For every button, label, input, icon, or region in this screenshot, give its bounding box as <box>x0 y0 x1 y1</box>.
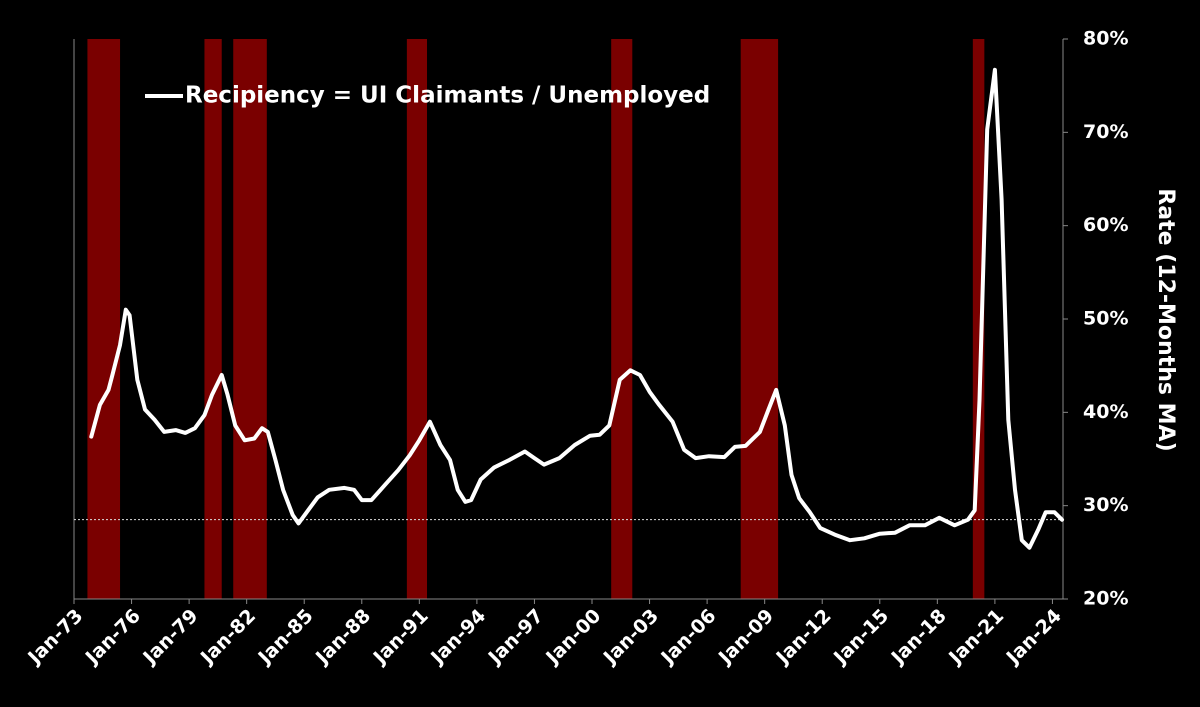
y-tick-label: 30% <box>1083 494 1128 516</box>
legend-label: Recipiency = UI Claimants / Unemployed <box>185 83 710 109</box>
x-tick-label: Jan-85 <box>253 605 318 670</box>
x-tick-label: Jan-73 <box>23 605 88 670</box>
x-tick-label: Jan-12 <box>771 605 836 670</box>
x-tick-label: Jan-91 <box>368 605 433 670</box>
y-tick-label: 50% <box>1083 308 1128 330</box>
recession-band <box>611 39 633 599</box>
x-tick-label: Jan-06 <box>656 605 721 670</box>
x-tick-label: Jan-94 <box>425 605 490 670</box>
recession-band <box>740 39 779 599</box>
x-tick-label: Jan-15 <box>828 605 893 670</box>
x-tick-label: Jan-88 <box>310 605 375 670</box>
x-tick-label: Jan-21 <box>943 605 1008 670</box>
x-tick-label: Jan-79 <box>138 605 203 670</box>
recession-band <box>406 39 428 599</box>
recession-band <box>87 39 121 599</box>
y-tick-label: 20% <box>1083 588 1128 610</box>
x-tick-label: Jan-03 <box>598 605 663 670</box>
data-line <box>89 67 1064 550</box>
x-tick-label: Jan-76 <box>80 605 145 670</box>
x-tick-label: Jan-18 <box>886 605 951 670</box>
x-tick-label: Jan-24 <box>1001 605 1066 670</box>
recession-band <box>204 39 222 599</box>
x-tick-label: Jan-97 <box>483 605 548 670</box>
y-tick-label: 60% <box>1083 214 1128 236</box>
y-tick-label: 80% <box>1083 28 1128 50</box>
x-tick-label: Jan-82 <box>195 605 260 670</box>
y-tick-label: 70% <box>1083 121 1128 143</box>
x-tick-label: Jan-09 <box>713 605 778 670</box>
recession-band <box>972 39 985 599</box>
recession-band <box>233 39 267 599</box>
y-tick-label: 40% <box>1083 401 1128 423</box>
x-tick-label: Jan-00 <box>541 605 606 670</box>
y-axis-title: Rate (12-Months MA) <box>1153 188 1178 451</box>
